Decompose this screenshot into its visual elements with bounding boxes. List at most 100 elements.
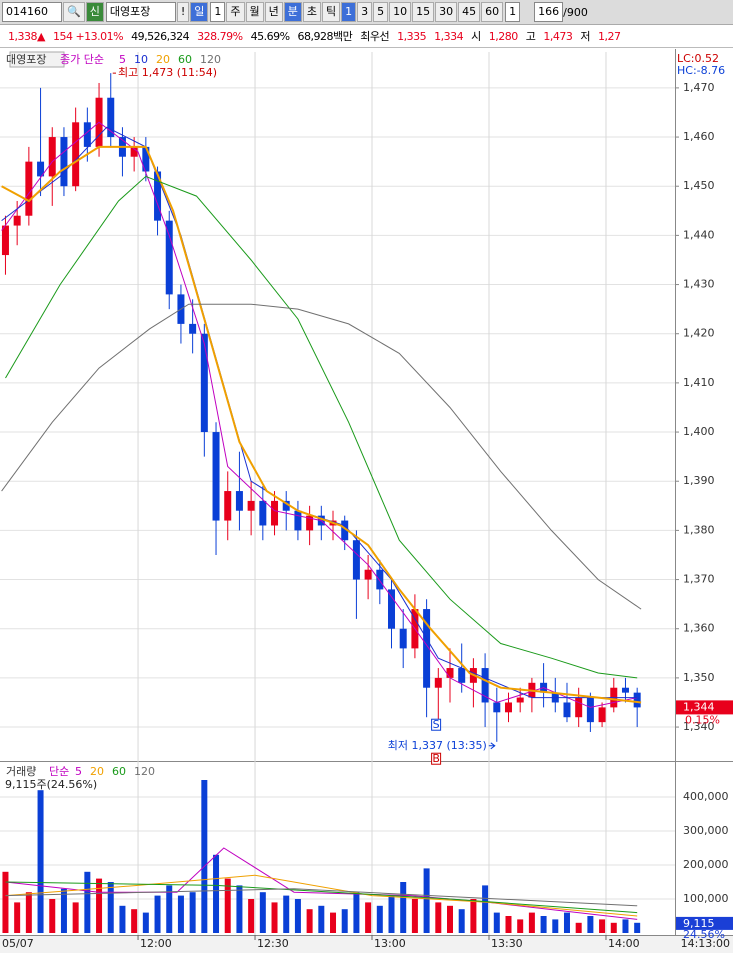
y-tick-label: 1,460 [683, 130, 715, 143]
vol-tick-label: 100,000 [683, 892, 729, 905]
vol-tick-label: 300,000 [683, 824, 729, 837]
candle-body [60, 137, 68, 187]
volume: 49,526,324 [131, 29, 190, 43]
interval-tab[interactable]: 60 [481, 2, 504, 22]
best-label: 최우선 [360, 30, 390, 43]
ma-line [5, 175, 638, 679]
legend-entry: 60 [112, 765, 126, 778]
count[interactable]: 1 [210, 2, 226, 22]
volume-bar [131, 909, 138, 933]
candle-body [235, 491, 243, 511]
volume-bar [271, 902, 278, 933]
shown[interactable]: 166 [534, 2, 564, 22]
legend-entry: 10 [134, 53, 148, 66]
volume-bar [25, 892, 32, 933]
period-tab[interactable]: 월 [245, 2, 264, 22]
volume-bar [213, 854, 220, 933]
low-arrow [488, 742, 496, 750]
ma-line [1, 145, 642, 704]
name-field[interactable]: 대영포장 [105, 2, 176, 22]
unit[interactable]: 1 [505, 2, 521, 22]
interval-tab[interactable]: 10 [389, 2, 412, 22]
interval-tab[interactable]: 1 [341, 2, 357, 22]
candle-body [37, 161, 45, 177]
y-tick-label: 1,400 [683, 425, 715, 438]
x-axis-band [0, 936, 733, 953]
interval-tab[interactable]: 3 [357, 2, 373, 22]
candle-body [341, 520, 349, 541]
period-tab[interactable]: 년 [264, 2, 283, 22]
volume-bar [201, 780, 208, 933]
lc-label: LC:0.52 [677, 52, 719, 65]
interval-tab[interactable]: 5 [373, 2, 389, 22]
period-tab[interactable]: 초 [302, 2, 321, 22]
period-tab[interactable]: 분 [283, 2, 302, 22]
volume-bar [14, 902, 21, 933]
arrow: ▲ [37, 29, 45, 43]
volume-bar [505, 916, 512, 933]
volume-ratio: 328.79% [197, 29, 243, 43]
legend-title: 거래량 [6, 765, 36, 778]
legend-entry: 60 [178, 53, 192, 66]
volume-bar [400, 882, 407, 933]
candle-body [575, 697, 583, 718]
volume-bar [72, 902, 79, 933]
volume-bar [142, 912, 149, 933]
candle-body [458, 668, 466, 683]
current-pct: 0.15% [685, 713, 720, 726]
volume-bar [365, 902, 372, 933]
alert-button[interactable]: ! [176, 2, 190, 22]
interval-tab[interactable]: 45 [458, 2, 481, 22]
code-input[interactable]: 014160 [2, 2, 62, 22]
low-note: 최저 1,337 (13:35) [388, 739, 487, 752]
search[interactable]: 🔍 [63, 2, 85, 22]
period-tab[interactable]: 주 [226, 2, 245, 22]
candle-body [1, 225, 9, 256]
volume-bar [119, 905, 126, 933]
candle-body [364, 569, 372, 580]
buy-mark-box [431, 752, 442, 765]
volume-bar [318, 905, 325, 933]
candle-body [247, 500, 255, 511]
volume-bar [376, 905, 383, 933]
candle-body [446, 668, 454, 678]
interval-tab[interactable]: 15 [412, 2, 435, 22]
high-label: 고 [525, 30, 536, 43]
high-note: 최고 1,473 (11:54) [118, 66, 217, 79]
open-label: 시 [471, 30, 481, 43]
amount: 68,928백만 [297, 30, 353, 43]
legend-label: 단순 [49, 765, 69, 778]
y-tick-label: 1,420 [683, 327, 715, 340]
period[interactable]: 일 [190, 2, 209, 22]
volume-bar [575, 922, 582, 933]
volume-bar [353, 892, 360, 933]
volume-bar [306, 909, 313, 933]
legend-box [9, 51, 65, 68]
volume-bar [341, 909, 348, 933]
period-tab[interactable]: 틱 [322, 2, 341, 22]
vol-tick-label: 200,000 [683, 858, 729, 871]
ma-line [5, 881, 638, 914]
volume-bar [540, 916, 547, 933]
candle-body [481, 668, 489, 703]
info-bar: 1,338 ▲ 154 +13.01% 49,526,324 328.79% 4… [0, 25, 733, 48]
legend-label: 종가 단순 [60, 53, 104, 66]
y-tick-label: 1,370 [683, 573, 715, 586]
volume-bar [435, 902, 442, 933]
volume-bar [528, 912, 535, 933]
y-tick-label: 1,440 [683, 228, 715, 241]
time-label: 14:13:00 [681, 937, 730, 950]
volume-bar [563, 912, 570, 933]
low: 1,27 [598, 29, 621, 43]
volume-bar [236, 885, 243, 933]
ma-line [1, 121, 638, 708]
volume-bar [224, 878, 231, 933]
current-price-box [676, 700, 733, 715]
candle-body [376, 569, 384, 590]
volume-bar [610, 922, 617, 933]
y-tick-label: 1,430 [683, 278, 715, 291]
interval-tab[interactable]: 30 [435, 2, 458, 22]
legend-entry: 5 [75, 765, 82, 778]
volume-bar [248, 899, 255, 933]
